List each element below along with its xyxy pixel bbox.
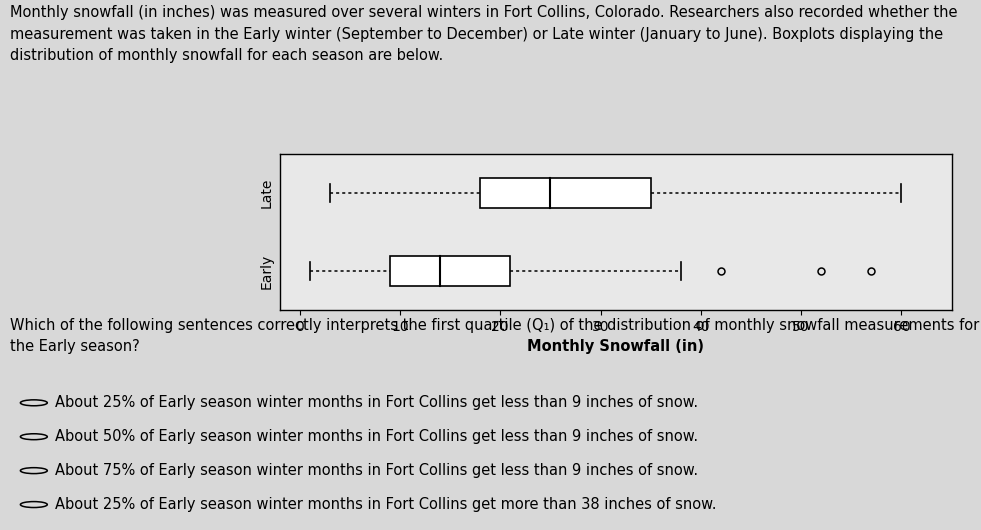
Text: Which of the following sentences correctly interprets the first quartile (Q₁) of: Which of the following sentences correct… [10,318,979,354]
Text: Monthly snowfall (in inches) was measured over several winters in Fort Collins, : Monthly snowfall (in inches) was measure… [10,5,957,64]
Text: About 25% of Early season winter months in Fort Collins get less than 9 inches o: About 25% of Early season winter months … [55,395,698,410]
Text: About 25% of Early season winter months in Fort Collins get more than 38 inches : About 25% of Early season winter months … [55,497,716,512]
Bar [389,256,510,286]
X-axis label: Monthly Snowfall (in): Monthly Snowfall (in) [527,339,704,355]
Text: About 50% of Early season winter months in Fort Collins get less than 9 inches o: About 50% of Early season winter months … [55,429,698,444]
Text: About 75% of Early season winter months in Fort Collins get less than 9 inches o: About 75% of Early season winter months … [55,463,698,478]
Bar [480,178,650,208]
